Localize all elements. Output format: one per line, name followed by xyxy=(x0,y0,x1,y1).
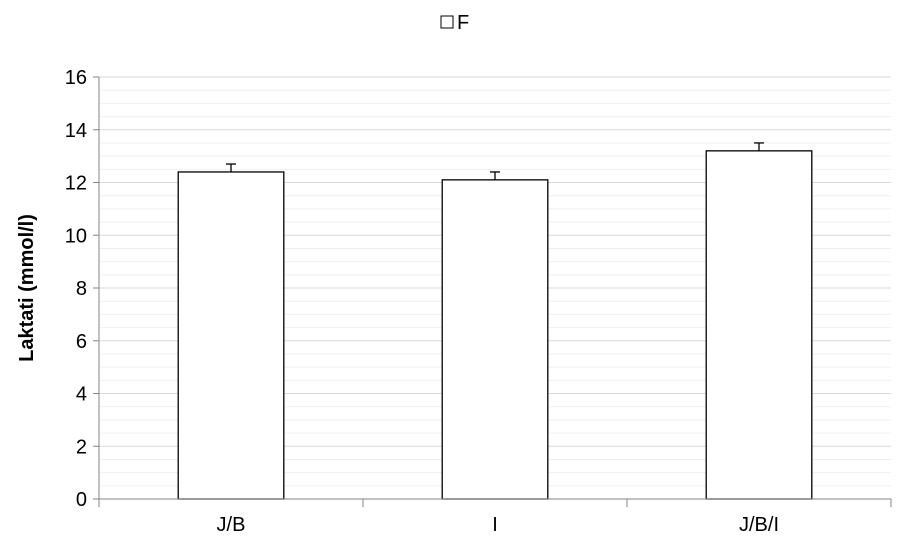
y-tick-label: 8 xyxy=(76,278,87,300)
bar xyxy=(705,150,813,500)
bar xyxy=(177,171,285,500)
y-tick-label: 16 xyxy=(65,67,87,89)
x-tick-label: J/B/I xyxy=(739,514,779,536)
legend: F xyxy=(440,12,469,34)
y-tick-label: 12 xyxy=(65,173,87,195)
x-tick-label: J/B xyxy=(217,514,246,536)
y-tick-label: 4 xyxy=(76,384,87,406)
bars xyxy=(177,142,813,500)
y-tick-label: 14 xyxy=(65,120,87,142)
bar xyxy=(441,179,549,500)
y-tick-label: 2 xyxy=(76,436,87,458)
legend-label: F xyxy=(457,12,469,34)
legend-swatch xyxy=(440,15,454,29)
y-tick-label: 6 xyxy=(76,331,87,353)
tick-labels: 0 2 4 6 8 10 12 14 16 J/B I J/B/I xyxy=(65,67,892,536)
axes xyxy=(98,77,891,507)
y-tick-label: 10 xyxy=(65,225,87,247)
y-axis-title: Laktati (mmol/l) xyxy=(16,214,38,362)
x-tick-label: I xyxy=(492,514,498,536)
y-tick-label: 0 xyxy=(76,489,87,511)
